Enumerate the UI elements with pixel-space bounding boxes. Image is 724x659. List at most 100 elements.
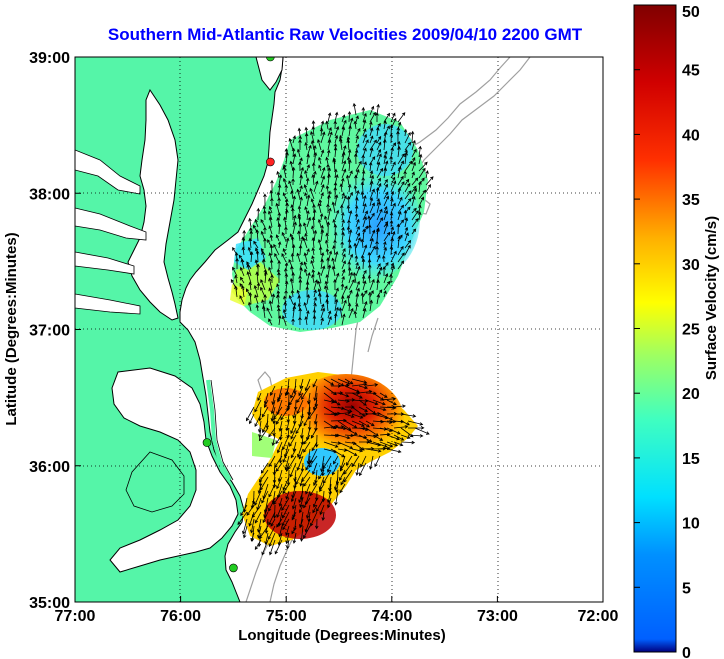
velocity-arrow [397,153,405,165]
velocity-arrow [302,237,308,249]
velocity-arrow [270,518,276,527]
velocity-arrow [325,185,330,193]
velocity-arrow [369,121,373,130]
velocity-arrow [240,258,245,270]
velocity-arrow [268,216,273,228]
velocity-arrow [397,204,404,214]
velocity-arrow [341,285,348,298]
velocity-arrow [368,224,372,235]
velocity-arrow [348,170,353,179]
velocity-arrow [361,170,366,179]
x-tick-label: 76:00 [160,608,201,625]
velocity-arrow [292,305,297,319]
velocity-arrow [348,307,354,319]
velocity-arrow [290,427,297,440]
colorbar-tick-label: 20 [682,386,700,403]
velocity-arrow [375,228,380,242]
y-tick-label: 37:00 [29,323,70,340]
velocity-arrow [355,190,360,200]
velocity-arrow [352,102,357,116]
velocity-arrow [404,239,412,249]
velocity-arrow [361,106,366,116]
velocity-arrow [411,218,419,228]
velocity-arrow [277,469,283,483]
x-tick-label: 73:00 [477,608,518,625]
velocity-arrow [386,427,401,435]
velocity-arrow [277,260,281,270]
velocity-arrow [263,294,267,305]
velocity-arrow [358,385,369,390]
velocity-arrow [360,191,365,200]
velocity-arrow [355,462,360,476]
grid-lines [75,57,603,602]
velocity-arrow [263,193,267,207]
velocity-arrow [278,420,283,432]
velocity-arrow [341,226,345,235]
velocity-arrow [324,215,329,228]
velocity-arrow [358,389,373,394]
velocity-arrow [341,195,347,207]
velocity-arrow [345,455,353,466]
velocity-arrow [337,411,352,415]
velocity-arrow [318,292,322,305]
velocity-arrow [306,216,311,228]
velocity-arrow [296,399,304,415]
velocity-arrow [383,125,390,137]
velocity-arrow [323,441,339,448]
velocity-arrow [291,497,297,510]
velocity-arrow [311,274,315,284]
velocity-arrow [324,280,329,291]
velocity-arrow [318,469,325,480]
velocity-arrow [376,167,384,179]
velocity-arrow [386,448,402,454]
velocity-arrow [397,175,404,186]
velocity-arrow [365,420,375,427]
velocity-arrow [341,248,346,256]
velocity-arrow [290,385,297,399]
velocity-arrow [351,382,368,387]
velocity-arrow [257,483,262,495]
velocity-arrow [330,399,341,406]
south-station-marker [229,563,238,573]
velocity-arrow [411,177,419,186]
velocity-arrow [298,139,302,150]
velocity-arrow [318,164,322,172]
velocity-arrow [304,316,308,326]
velocity-arrow [281,231,287,242]
velocity-arrow [327,490,332,504]
velocity-arrow [369,188,375,200]
velocity-arrow [333,223,338,235]
velocity-arrow [360,455,367,468]
velocity-arrow [332,245,336,256]
velocity-arrow [295,420,304,435]
colorbar-tick-label: 10 [682,516,700,533]
velocity-arrow [410,130,415,144]
velocity-arrow [327,264,332,277]
velocity-arrow [404,226,409,235]
velocity-arrow [234,285,238,298]
velocity-arrow [404,141,412,151]
velocity-arrow [275,202,280,214]
velocity-arrow [273,243,280,256]
velocity-arrow [303,476,311,487]
velocity-arrow [361,154,365,165]
velocity-arrow [326,203,330,213]
velocity-arrow [379,397,397,401]
velocity-arrow [411,161,416,172]
velocity-arrow [248,511,255,527]
velocity-arrow [280,406,290,421]
velocity-arrow [411,148,417,158]
velocity-arrow [341,168,347,179]
map-plot-area [75,57,603,602]
velocity-arrow [311,173,315,186]
velocity-arrow [254,490,262,506]
velocity-arrow [390,202,396,214]
velocity-arrow [291,244,296,256]
velocity-arrow [355,225,360,235]
velocity-vectors [230,102,434,556]
velocity-arrow [327,310,332,319]
velocity-arrow [304,206,308,214]
velocity-arrow [299,504,304,514]
velocity-arrow [241,246,246,256]
velocity-arrow [314,434,319,448]
